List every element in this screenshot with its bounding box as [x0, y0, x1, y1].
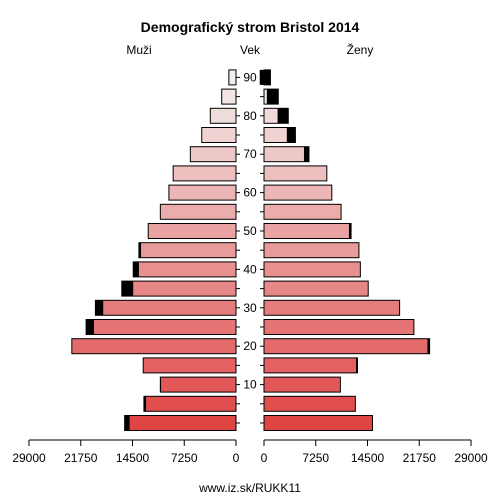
age-tick-label: 40 [243, 262, 257, 276]
bar-male-5-9 [143, 395, 237, 412]
bar-male-0-4 [124, 415, 237, 431]
excess-female-85-89 [266, 89, 279, 105]
bar-female-50-54 [263, 223, 352, 239]
bar-female-40-44 [263, 261, 361, 278]
x-tick-label-right: 7250 [302, 451, 329, 465]
excess-male-5-9 [143, 396, 147, 412]
bar-male-45-49 [138, 242, 237, 259]
bar-male-65-69 [172, 165, 237, 182]
bar-male-25-29 [85, 319, 237, 335]
center-axis-label: Vek [240, 43, 261, 57]
source-credit: www.iz.sk/RUKK11 [198, 481, 301, 495]
excess-female-15-19 [356, 357, 358, 373]
bars-right-group [259, 69, 431, 431]
bar-female-60-64 [263, 184, 333, 201]
excess-male-45-49 [138, 242, 142, 258]
x-tick-label-left: 14500 [116, 451, 150, 465]
age-tick-label: 10 [243, 378, 257, 392]
x-tick-label-left: 29000 [12, 451, 46, 465]
bar-female-10-14 [263, 376, 341, 393]
bar-female-55-59 [263, 203, 342, 220]
bar-female-65-69 [263, 165, 328, 182]
bar-male-55-59 [159, 203, 237, 220]
bar-female-30-34 [263, 299, 401, 316]
age-tick-label: 60 [243, 186, 257, 200]
x-tick-label-right: 0 [261, 451, 268, 465]
bar-female-70-74 [263, 146, 310, 163]
excess-male-40-44 [133, 261, 139, 277]
bar-male-60-64 [168, 184, 237, 201]
bar-female-20-24 [263, 338, 431, 355]
excess-male-30-34 [95, 300, 104, 316]
bar-male-85-89 [221, 88, 237, 105]
age-tick-label: 50 [243, 224, 257, 238]
age-tick-label: 80 [243, 109, 257, 123]
age-tick-label: 90 [243, 70, 257, 84]
x-tick-label-left: 0 [233, 451, 240, 465]
bar-female-25-29 [263, 319, 415, 335]
bar-male-30-34 [94, 299, 237, 316]
bar-male-10-14 [159, 376, 237, 393]
bar-female-15-19 [263, 357, 359, 374]
excess-female-75-79 [286, 127, 296, 143]
age-tick-label: 20 [243, 339, 257, 353]
x-tick-label-left: 21750 [64, 451, 98, 465]
bar-male-40-44 [132, 261, 237, 278]
bar-female-45-49 [263, 242, 360, 259]
excess-male-0-4 [124, 415, 130, 431]
excess-female-90+ [259, 69, 271, 85]
chart-title: Demografický strom Bristol 2014 [141, 19, 360, 35]
excess-male-35-39 [121, 281, 134, 297]
bars-left-group [71, 69, 237, 431]
excess-male-25-29 [86, 319, 94, 335]
bar-male-35-39 [121, 280, 237, 297]
excess-male-10-14 [160, 377, 162, 393]
bar-female-35-39 [263, 280, 369, 297]
x-tick-label-right: 29000 [454, 451, 488, 465]
bar-male-75-79 [201, 127, 237, 143]
bar-male-80-84 [209, 107, 237, 124]
excess-female-50-54 [348, 223, 352, 239]
x-tick-label-right: 21750 [403, 451, 437, 465]
excess-female-70-74 [303, 146, 309, 162]
x-tick-label-right: 14500 [351, 451, 385, 465]
right-series-label: Ženy [347, 42, 374, 57]
excess-female-20-24 [427, 338, 430, 354]
age-tick-label: 70 [243, 147, 257, 161]
left-series-label: Muži [126, 43, 151, 57]
bar-male-70-74 [189, 146, 237, 163]
bar-male-20-24 [71, 338, 237, 355]
bar-female-0-4 [263, 415, 373, 431]
age-tick-label: 30 [243, 301, 257, 315]
x-axis: 29000 21750 14500 7250 0 0 7250 14500 21750 29000 [12, 439, 488, 465]
bar-male-90+ [228, 69, 237, 86]
x-tick-label-left: 7250 [171, 451, 198, 465]
age-axis: 10 20 30 40 50 60 70 80 90 [236, 70, 264, 424]
bar-male-15-19 [142, 357, 237, 374]
excess-female-80-84 [277, 108, 289, 124]
bar-female-5-9 [263, 395, 356, 412]
bar-male-50-54 [147, 223, 237, 239]
